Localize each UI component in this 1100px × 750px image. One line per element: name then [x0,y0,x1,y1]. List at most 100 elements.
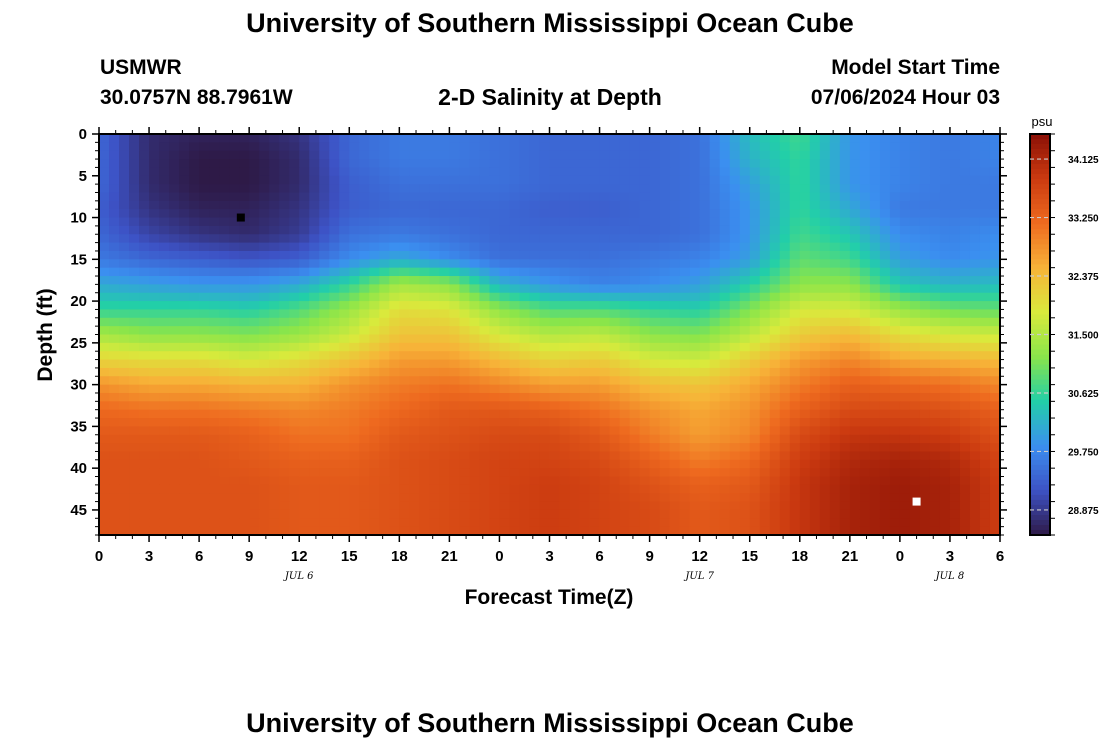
heatmap-cell [949,401,961,411]
heatmap-cell [599,217,611,227]
heatmap-cell [169,367,180,377]
heatmap-cell [599,242,611,252]
heatmap-cell [249,192,260,202]
heatmap-cell [329,225,340,235]
heatmap-cell [539,225,551,235]
heatmap-cell [559,334,571,344]
heatmap-cell [969,443,981,453]
heatmap-cell [569,426,581,436]
heatmap-cell [879,476,891,486]
heatmap-cell [219,284,230,294]
heatmap-cell [649,409,661,419]
heatmap-cell [219,426,230,436]
heatmap-cell [369,342,380,352]
heatmap-cell [409,150,420,160]
heatmap-cell [839,443,851,453]
heatmap-cell [269,317,280,327]
heatmap-cell [819,334,831,344]
heatmap-cell [249,509,260,519]
heatmap-cell [189,175,200,185]
heatmap-cell [469,493,481,503]
heatmap-cell [479,367,491,377]
heatmap-cell [519,326,531,336]
heatmap-cell [729,392,741,402]
heatmap-cell [329,342,340,352]
heatmap-cell [319,276,330,285]
heatmap-cell [739,426,751,436]
heatmap-cell [729,217,741,227]
heatmap-cell [349,167,360,177]
heatmap-cell [569,484,581,494]
heatmap-cell [679,468,691,478]
heatmap-cell [209,184,220,194]
heatmap-cell [289,351,300,361]
heatmap-cell [219,526,230,536]
heatmap-cell [439,518,450,528]
heatmap-cell [809,242,821,252]
heatmap-cell [539,326,551,336]
heatmap-cell [229,342,240,352]
heatmap-cell [879,392,891,402]
heatmap-cell [199,167,210,177]
colorbar-segment [1030,504,1050,511]
heatmap-cell [189,501,200,511]
heatmap-cell [399,409,410,419]
heatmap-cell [259,334,270,344]
heatmap-cell [709,317,721,327]
heatmap-cell [649,451,661,461]
heatmap-cell [579,401,591,411]
heatmap-cell [499,409,511,419]
heatmap-cell [939,292,951,302]
heatmap-cell [389,493,400,503]
heatmap-cell [669,326,681,336]
x-tick-label: 3 [545,548,553,565]
heatmap-cell [739,250,751,260]
heatmap-cell [839,459,851,469]
heatmap-cell [979,292,991,302]
heatmap-cell [619,518,631,528]
heatmap-cell [859,167,871,177]
heatmap-cell [169,259,180,269]
heatmap-cell [419,234,430,244]
heatmap-cell [759,367,771,377]
heatmap-cell [579,526,591,536]
heatmap-cell [739,192,751,202]
heatmap-cell [689,484,701,494]
heatmap-cell [779,426,791,436]
heatmap-cell [889,150,901,160]
heatmap-cell [719,342,731,352]
heatmap-cell [929,493,941,503]
heatmap-cell [129,192,140,202]
heatmap-cell [239,217,250,227]
heatmap-cell [629,259,641,269]
heatmap-cell [319,209,330,219]
heatmap-cell [599,301,611,311]
heatmap-cell [749,509,761,519]
heatmap-cell [429,376,440,386]
heatmap-cell [459,142,471,152]
heatmap-cell [769,367,781,377]
heatmap-cell [369,159,380,169]
heatmap-cell [869,134,881,143]
heatmap-cell [779,225,791,235]
footer-title: University of Southern Mississippi Ocean… [246,708,854,738]
heatmap-cell [309,409,320,419]
heatmap-cell [599,351,611,361]
heatmap-cell [699,184,711,194]
heatmap-cell [419,334,430,344]
heatmap-cell [979,468,991,478]
heatmap-cell [859,259,871,269]
heatmap-cell [239,159,250,169]
heatmap-cell [409,509,420,519]
heatmap-cell [499,443,511,453]
heatmap-cell [989,284,1001,294]
heatmap-cell [449,434,460,444]
heatmap-cell [139,376,150,386]
heatmap-cell [629,351,641,361]
heatmap-cell [769,376,781,386]
heatmap-cell [259,192,270,202]
heatmap-cell [479,301,491,311]
heatmap-cell [779,175,791,185]
heatmap-cell [819,175,831,185]
heatmap-cell [769,184,781,194]
